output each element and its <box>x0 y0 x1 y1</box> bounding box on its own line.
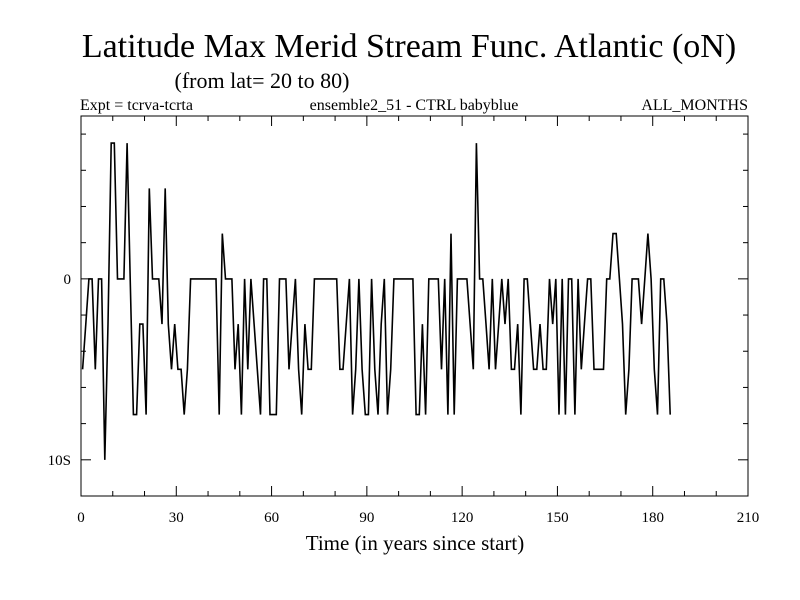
x-tick-label: 60 <box>264 510 279 526</box>
x-tick-labels: 0 30 60 90 120 150 180 210 <box>77 510 759 526</box>
ensemble-label: ensemble2_51 - CTRL babyblue <box>310 97 519 114</box>
x-tick-label: 120 <box>451 510 474 526</box>
axis-ticks <box>80 116 749 497</box>
x-axis-label: Time (in years since start) <box>306 531 525 555</box>
x-tick-label: 0 <box>77 510 85 526</box>
months-label: ALL_MONTHS <box>641 97 748 114</box>
series-line <box>81 142 671 460</box>
x-tick-label: 210 <box>737 510 760 526</box>
x-tick-label: 150 <box>546 510 569 526</box>
chart-subtitle: (from lat= 20 to 80) <box>175 68 350 93</box>
chart-title: Latitude Max Merid Stream Func. Atlantic… <box>82 28 736 65</box>
expt-label: Expt = tcrva-tcrta <box>80 97 193 114</box>
x-tick-label: 180 <box>641 510 664 526</box>
x-tick-label: 90 <box>359 510 374 526</box>
y-tick-label: 10S <box>48 453 71 469</box>
x-tick-label: 30 <box>169 510 184 526</box>
plot-frame <box>80 115 749 497</box>
y-tick-labels: 0 10S <box>48 272 71 469</box>
y-tick-label: 0 <box>64 272 72 288</box>
